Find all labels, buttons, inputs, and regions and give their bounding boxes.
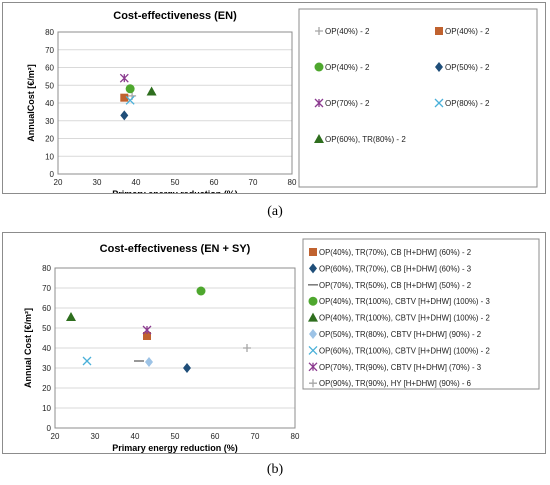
data-point-5 [145,357,153,367]
legend-label-1: OP(60%), TR(70%), CB [H+DHW] (60%) - 3 [319,264,471,273]
legend-label-0: OP(40%) - 2 [325,27,370,36]
chart-title: Cost-effectiveness (EN + SY) [100,243,251,255]
legend-label-6: OP(60%), TR(100%), CBTV [H+DHW] (100%) -… [319,346,490,355]
data-point-3 [196,286,206,296]
x-tick-label: 40 [131,432,140,441]
y-tick-label: 40 [45,99,54,108]
x-tick-label: 40 [132,178,141,187]
legend-label-0: OP(40%), TR(70%), CB [H+DHW] (60%) - 2 [319,248,471,257]
legend-marker-0 [315,27,323,35]
chart-panel-a: Cost-effectiveness (EN) 0 10 20 30 40 50 60 70 80… [2,2,546,199]
data-point-0 [143,332,151,340]
y-tick-label: 0 [50,170,55,179]
y-tick-label: 10 [42,404,51,413]
legend-marker-3 [435,62,443,72]
legend-label-4: OP(40%), TR(100%), CBTV [H+DHW] (100%) -… [319,314,490,323]
legend-marker-0 [309,248,317,256]
x-tick-label: 80 [291,432,300,441]
x-tick-label: 70 [249,178,258,187]
scatter-chart-a: Cost-effectiveness (EN) 0 10 20 30 40 50 60 70 80… [26,8,538,199]
legend-box [298,8,538,188]
y-tick-label: 60 [45,64,54,73]
chart-title: Cost-effectiveness (EN) [113,10,237,22]
y-tick-label: 80 [45,28,54,37]
legend-label-2: OP(40%) - 2 [325,63,370,72]
caption-a: (a) [267,204,283,219]
data-point-2 [125,84,135,94]
y-tick-label: 10 [45,152,54,161]
data-point-8 [243,344,251,352]
y-tick-label: 70 [45,46,54,55]
legend-label-4: OP(70%) - 2 [325,99,370,108]
plot-area [54,267,296,429]
legend-marker-3 [308,296,318,306]
legend-label-5: OP(50%), TR(80%), CBTV [H+DHW] (90%) - 2 [319,330,481,339]
data-point-4 [119,73,129,83]
legend-marker-5 [309,329,317,339]
y-tick-label: 70 [42,284,51,293]
data-point-7 [142,325,152,335]
legend-label-8: OP(90%), TR(90%), HY [H+DHW] (90%) - 6 [319,379,471,388]
x-tick-label: 50 [171,178,180,187]
data-point-1 [120,93,129,102]
y-axis-label: Annual Cost [€/m²] [23,308,33,388]
legend-box [302,238,540,390]
y-tick-label: 50 [45,81,54,90]
y-tick-label: 20 [42,384,51,393]
y-tick-label: 30 [45,117,54,126]
x-tick-label: 80 [288,178,297,187]
legend-marker-4 [314,98,324,108]
x-tick-label: 30 [91,432,100,441]
legend-label-3: OP(50%) - 2 [445,63,490,72]
data-point-6 [146,86,157,96]
data-point-6 [82,356,92,366]
legend-label-7: OP(70%), TR(90%), CBTV [H+DHW] (70%) - 3 [319,363,481,372]
x-tick-label: 60 [211,432,220,441]
y-axis-label: AnnualCost [€/m²] [26,64,36,142]
legend-marker-1 [309,263,317,274]
data-point-1 [183,363,191,373]
legend-marker-8 [309,379,317,388]
data-point-4 [66,312,76,321]
legend-marker-7 [308,362,318,372]
y-tick-label: 50 [42,324,51,333]
x-axis-label: Primary energy reduction (%) [112,443,238,453]
legend-label-2: OP(70%), TR(50%), CB [H+DHW] (50%) - 2 [319,281,471,290]
scatter-chart-b: Cost-effectiveness (EN + SY) 0 10 20 30 40 50 6… [23,238,540,453]
legend-marker-1 [435,27,443,35]
legend-marker-6 [308,345,318,355]
caption-b: (b) [266,462,284,477]
y-tick-label: 20 [45,135,54,144]
y-tick-label: 30 [42,364,51,373]
legend-marker-6 [314,134,324,143]
x-tick-label: 20 [51,432,60,441]
data-point-3 [120,110,129,121]
x-tick-label: 70 [251,432,260,441]
legend-marker-2 [314,62,324,72]
y-tick-label: 40 [42,344,51,353]
legend-marker-4 [308,312,318,322]
x-tick-label: 20 [54,178,63,187]
y-tick-label: 60 [42,304,51,313]
chart-panel-b: Cost-effectiveness (EN + SY) 0 10 20 30 40 50 6… [2,232,546,454]
legend-marker-5 [434,98,444,108]
plot-area [57,31,293,175]
x-axis-label: Primary energy reduction (%) [112,189,238,193]
legend-label-5: OP(80%) - 2 [445,99,490,108]
x-tick-label: 50 [171,432,180,441]
legend-label-3: OP(40%), TR(100%), CBTV [H+DHW] (100%) -… [319,297,490,306]
y-tick-label: 80 [42,264,51,273]
x-tick-label: 30 [93,178,102,187]
y-tick-label: 0 [47,424,52,433]
legend-label-6: OP(60%), TR(80%) - 2 [325,135,406,144]
data-point-5 [125,95,135,105]
legend-label-1: OP(40%) - 2 [445,27,490,36]
x-tick-label: 60 [210,178,219,187]
